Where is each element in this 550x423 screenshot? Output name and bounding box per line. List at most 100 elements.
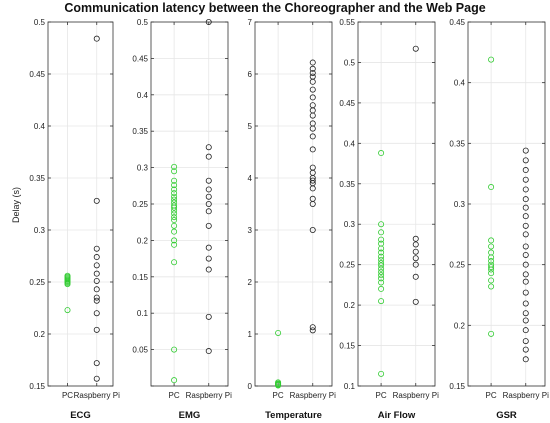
raspberry-pi-point [522, 271, 529, 278]
x-tick-label: Raspberry Pi [290, 391, 336, 400]
raspberry-pi-point [309, 200, 316, 207]
y-tick-label: 0.45 [29, 70, 45, 79]
raspberry-pi-point [522, 243, 529, 250]
y-tick-label: 0.15 [29, 382, 45, 391]
y-tick-label: 0.45 [339, 99, 355, 108]
x-tick-label: Raspberry Pi [186, 391, 232, 400]
pc-point [171, 222, 178, 229]
x-tick-label: PC [169, 391, 180, 400]
x-tick-label: PC [273, 391, 284, 400]
pc-point [171, 177, 178, 184]
raspberry-pi-point [309, 133, 316, 140]
raspberry-pi-point [309, 112, 316, 119]
raspberry-pi-point [522, 317, 529, 324]
raspberry-pi-point [93, 360, 100, 367]
raspberry-pi-point [522, 261, 529, 268]
pc-point [378, 285, 385, 292]
raspberry-pi-point [205, 255, 212, 262]
pc-point [171, 228, 178, 235]
y-tick-label: 0.4 [344, 139, 356, 148]
y-tick-label: 0.1 [137, 309, 149, 318]
raspberry-pi-point [522, 251, 529, 258]
raspberry-pi-point [522, 300, 529, 307]
raspberry-pi-point [205, 18, 212, 25]
pc-point [171, 186, 178, 193]
y-tick-label: 0.3 [454, 200, 466, 209]
pc-point [171, 190, 178, 197]
y-tick-label: 0.4 [137, 91, 149, 100]
raspberry-pi-point [522, 147, 529, 154]
raspberry-pi-point [309, 185, 316, 192]
pc-point [171, 346, 178, 353]
raspberry-pi-point [522, 222, 529, 229]
raspberry-pi-point [522, 196, 529, 203]
raspberry-pi-point [93, 297, 100, 304]
raspberry-pi-point [205, 144, 212, 151]
y-tick-label: 0.35 [339, 180, 355, 189]
raspberry-pi-point [522, 278, 529, 285]
raspberry-pi-point [522, 204, 529, 211]
pc-point [378, 268, 385, 275]
y-tick-label: 0.2 [454, 321, 466, 330]
pc-point [378, 256, 385, 263]
raspberry-pi-point [93, 294, 100, 301]
y-tick-label: 0.05 [132, 346, 148, 355]
y-tick-label: 0.2 [344, 301, 356, 310]
pc-point [378, 221, 385, 228]
pc-point [488, 254, 495, 261]
raspberry-pi-point [522, 213, 529, 220]
y-tick-label: 3 [248, 226, 253, 235]
raspberry-pi-point [205, 222, 212, 229]
y-tick-label: 0.15 [132, 273, 148, 282]
pc-point [378, 262, 385, 269]
raspberry-pi-point [522, 157, 529, 164]
y-tick-label: 0.25 [339, 261, 355, 270]
pc-point [275, 382, 282, 389]
raspberry-pi-point [522, 338, 529, 345]
raspberry-pi-point [93, 35, 100, 42]
pc-point [171, 259, 178, 266]
raspberry-pi-point [93, 254, 100, 261]
y-tick-label: 0.3 [344, 220, 356, 229]
pc-point [64, 307, 71, 314]
y-tick-label: 1 [248, 330, 253, 339]
y-tick-label: 0.35 [132, 127, 148, 136]
pc-point [171, 193, 178, 200]
y-tick-label: 5 [248, 122, 253, 131]
pc-point [488, 283, 495, 290]
raspberry-pi-point [412, 255, 419, 262]
panel-title: Air Flow [378, 410, 416, 421]
pc-point [378, 279, 385, 286]
x-tick-label: PC [486, 391, 497, 400]
pc-point [488, 258, 495, 265]
y-tick-label: 0.35 [29, 174, 45, 183]
pc-point [378, 260, 385, 267]
y-tick-label: 0.25 [132, 200, 148, 209]
raspberry-pi-point [309, 125, 316, 132]
raspberry-pi-point [412, 45, 419, 52]
x-tick-label: Raspberry Pi [503, 391, 549, 400]
pc-point [171, 241, 178, 248]
raspberry-pi-point [522, 327, 529, 334]
raspberry-pi-point [522, 186, 529, 193]
y-tick-label: 0.25 [29, 278, 45, 287]
raspberry-pi-point [412, 298, 419, 305]
raspberry-pi-point [522, 289, 529, 296]
figure-title: Communication latency between the Choreo… [64, 1, 486, 15]
x-tick-label: PC [62, 391, 73, 400]
raspberry-pi-point [522, 346, 529, 353]
raspberry-pi-point [93, 326, 100, 333]
raspberry-pi-point [309, 327, 316, 334]
pc-point [171, 377, 178, 384]
raspberry-pi-point [309, 86, 316, 93]
pc-point [488, 266, 495, 273]
pc-point [488, 330, 495, 337]
raspberry-pi-point [412, 235, 419, 242]
raspberry-pi-point [205, 177, 212, 184]
panel-title: Temperature [265, 410, 322, 421]
raspberry-pi-point [93, 286, 100, 293]
y-tick-label: 7 [248, 18, 253, 27]
y-tick-label: 0.5 [344, 58, 356, 67]
raspberry-pi-point [93, 262, 100, 269]
